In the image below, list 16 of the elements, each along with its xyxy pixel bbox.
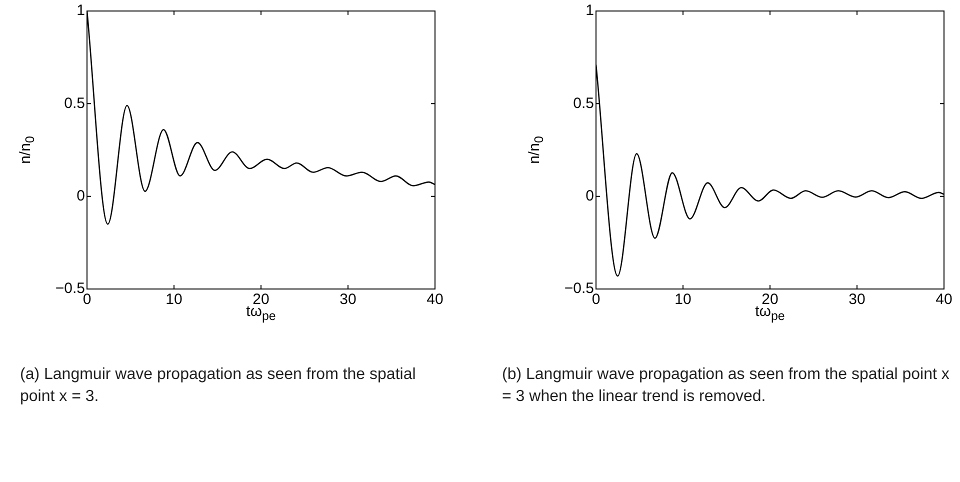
y-tick-label: 0.5 — [64, 94, 85, 112]
y-tick-label: 0 — [586, 187, 594, 204]
text: (b) Langmuir wave propagation as seen from the spatial point x = 3 when the linear trend is removed. — [502, 365, 950, 407]
y-tick-label: 0.5 — [573, 94, 594, 112]
x-tick-label: 10 — [674, 291, 692, 308]
x-tick-label: 40 — [426, 291, 444, 308]
y-tick-label: 1 — [76, 2, 85, 20]
y-tick-label: 0 — [76, 187, 85, 204]
x-tick-label: 30 — [340, 291, 356, 308]
x-tick-label: 10 — [166, 291, 182, 308]
y-tick-label: −0.5 — [55, 280, 85, 298]
y-tick-label: 1 — [586, 2, 594, 20]
y-tick-label: −0.5 — [564, 280, 594, 298]
x-tick-label: 40 — [936, 291, 952, 308]
x-tick-label: 30 — [848, 291, 866, 308]
text: (a) Langmuir wave propagation as seen from the spatial point x = 3. — [20, 365, 417, 407]
